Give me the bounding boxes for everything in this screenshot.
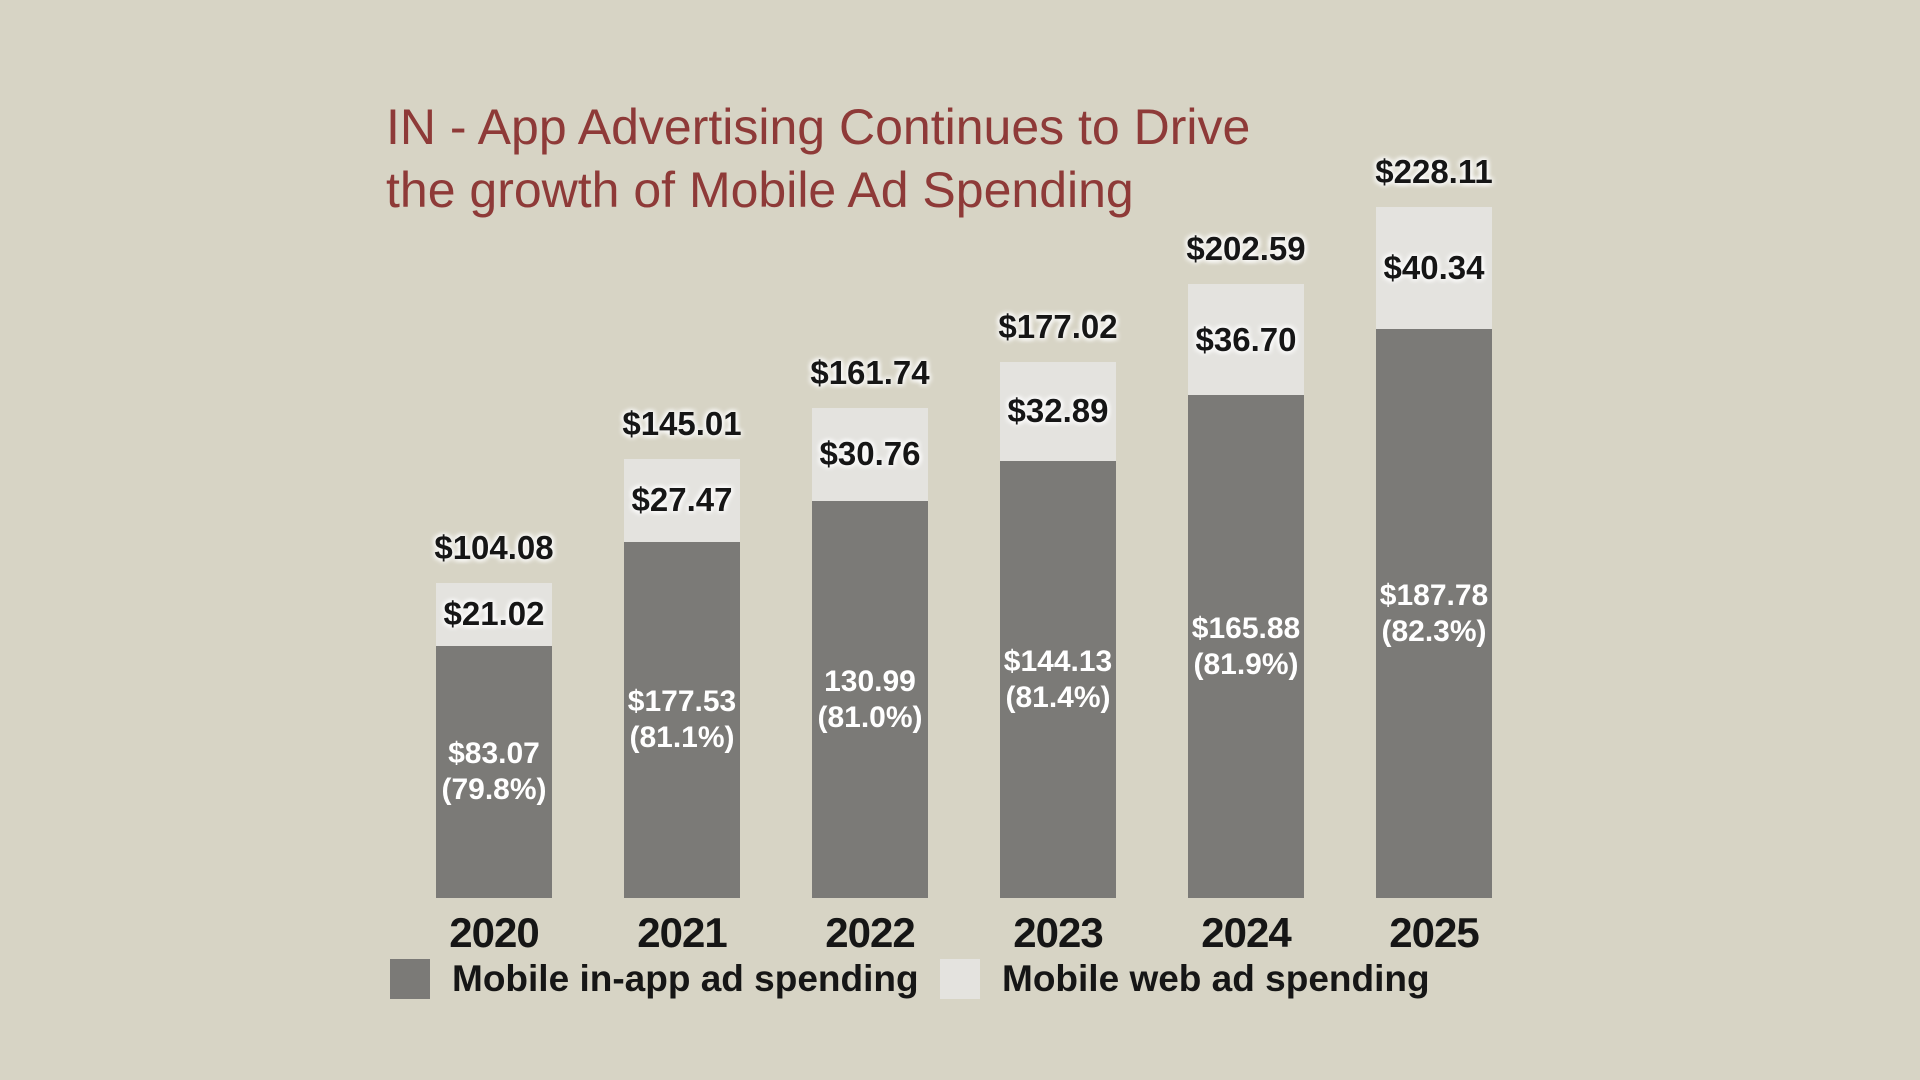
legend-label-in-app: Mobile in-app ad spending (452, 958, 919, 999)
total-value-label-2024: $202.59 (1186, 230, 1306, 268)
chart-title-line1: IN - App Advertising Continues to Drive (386, 99, 1251, 155)
in-app-value-label-line: (81.1%) (629, 720, 735, 754)
in-app-segment-2022: 130.99 (81.0%) (812, 501, 928, 898)
in-app-value-label-2020: $83.07 (79.8%) (441, 736, 546, 808)
in-app-value-label-line: (82.3%) (1381, 614, 1487, 648)
web-value-label-2022: $30.76 (819, 435, 921, 473)
in-app-value-label-line: (79.8%) (441, 773, 547, 807)
in-app-value-label-line: $165.88 (1191, 611, 1301, 645)
in-app-value-label-2025: $187.78 (82.3%) (1380, 578, 1488, 650)
in-app-value-label-line: (81.9%) (1193, 647, 1299, 681)
legend-item-web: Mobile web ad spending (940, 957, 1430, 1001)
in-app-segment-2020: $83.07 (79.8%) (436, 646, 552, 898)
chart-title: IN - App Advertising Continues to Drive … (386, 96, 1250, 222)
in-app-value-label-2022: 130.99 (81.0%) (817, 664, 922, 736)
web-segment-2025: $40.34 (1376, 206, 1492, 329)
web-value-label-2020: $21.02 (443, 595, 545, 633)
in-app-segment-2023: $144.13 (81.4%) (1000, 461, 1116, 898)
legend-label-web: Mobile web ad spending (1002, 958, 1430, 999)
in-app-value-label-line: $144.13 (1003, 644, 1113, 678)
in-app-segment-2025: $187.78 (82.3%) (1376, 329, 1492, 898)
web-value-label-2024: $36.70 (1195, 320, 1297, 358)
in-app-segment-2024: $165.88 (81.9%) (1188, 395, 1304, 898)
web-value-label-2023: $32.89 (1007, 392, 1109, 430)
total-value-label-2021: $145.01 (622, 404, 742, 442)
in-app-value-label-line: $177.53 (627, 684, 737, 718)
web-value-label-2021: $27.47 (631, 481, 733, 519)
in-app-value-label-2024: $165.88 (81.9%) (1192, 611, 1300, 683)
in-app-segment-2021: $177.53 (81.1%) (624, 541, 740, 898)
in-app-value-label-2021: $177.53 (81.1%) (628, 684, 736, 756)
x-axis-label-2025: 2025 (1389, 909, 1479, 956)
web-segment-2021: $27.47 (624, 458, 740, 542)
legend-swatch-in-app (390, 959, 430, 999)
web-segment-2023: $32.89 (1000, 361, 1116, 462)
total-value-label-2023: $177.02 (998, 307, 1118, 345)
legend-swatch-web (940, 959, 980, 999)
in-app-value-label-2023: $144.13 (81.4%) (1004, 644, 1112, 716)
total-value-label-2022: $161.74 (810, 353, 930, 391)
web-value-label-2025: $40.34 (1383, 248, 1485, 286)
x-axis-label-2021: 2021 (637, 909, 727, 956)
x-axis-label-2023: 2023 (1013, 909, 1103, 956)
web-segment-2024: $36.70 (1188, 284, 1304, 396)
in-app-value-label-line: (81.4%) (1005, 680, 1111, 714)
total-value-label-2020: $104.08 (434, 528, 554, 566)
in-app-value-label-line: $187.78 (1379, 578, 1489, 612)
legend-item-in-app: Mobile in-app ad spending (390, 957, 919, 1001)
chart-title-line2: the growth of Mobile Ad Spending (386, 162, 1134, 218)
in-app-value-label-line: (81.0%) (817, 700, 923, 734)
web-segment-2020: $21.02 (436, 582, 552, 647)
x-axis-label-2020: 2020 (449, 909, 539, 956)
in-app-value-label-line: $83.07 (448, 737, 540, 771)
web-segment-2022: $30.76 (812, 407, 928, 502)
x-axis-label-2022: 2022 (825, 909, 915, 956)
total-value-label-2025: $228.11 (1375, 152, 1493, 190)
x-axis-label-2024: 2024 (1201, 909, 1291, 956)
in-app-value-label-line: 130.99 (824, 664, 916, 698)
